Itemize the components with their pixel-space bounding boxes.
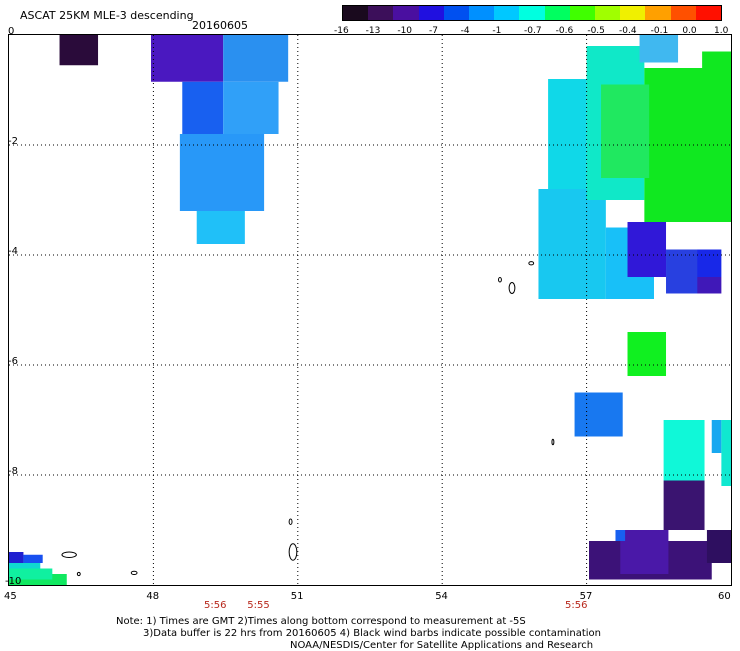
swath-cell [702, 51, 731, 71]
colorbar-segment [443, 6, 470, 20]
swath-cell [538, 189, 606, 299]
x-tick-label: 60 [718, 591, 731, 602]
swath-cell [223, 81, 279, 134]
coastline-outline [528, 261, 535, 266]
x-tick-label: 45 [4, 591, 17, 602]
map-canvas [9, 35, 731, 585]
colorbar-label: 0.0 [682, 26, 697, 36]
swath-cell [697, 249, 722, 277]
colorbar-segment [670, 6, 696, 20]
swath-cell [620, 530, 669, 574]
swath-cell [574, 392, 623, 437]
colorbar [342, 5, 722, 21]
colorbar-segment [645, 6, 671, 20]
colorbar-label: -0.7 [524, 26, 542, 36]
swath-cell [706, 530, 731, 563]
colorbar-label: -1 [492, 26, 502, 36]
coastline-outline [508, 282, 516, 294]
y-tick-label: -8 [8, 466, 18, 477]
colorbar-segment [595, 6, 621, 20]
colorbar-segment [544, 6, 570, 20]
swath-cell [601, 84, 650, 178]
time-label: 5:55 [247, 600, 270, 611]
y-tick-label: -6 [8, 356, 18, 367]
swath-cell [150, 35, 224, 82]
colorbar-segment [569, 6, 596, 20]
colorbar-label: -0.4 [619, 26, 637, 36]
time-label: 5:56 [564, 600, 588, 611]
swath-cell [223, 35, 289, 82]
coastline-outline [130, 570, 138, 576]
time-label: 5:56 [203, 600, 227, 611]
colorbar-segment [368, 6, 394, 20]
coastline-outline [76, 571, 81, 577]
y-tick-label: -2 [8, 136, 18, 147]
swath-cell [627, 222, 667, 277]
colorbar-label: -10 [397, 26, 413, 36]
colorbar-label: -0.5 [587, 26, 605, 36]
note-line-1: Note: 1) Times are GMT 2)Times along bot… [116, 616, 526, 627]
map-date: 20160605 [192, 19, 248, 32]
colorbar-label: -0.6 [555, 26, 574, 36]
colorbar-label: -16 [334, 26, 349, 36]
swath-cell [182, 81, 224, 134]
swath-cell [663, 480, 705, 530]
colorbar-segment [620, 6, 646, 20]
swath-cell [9, 552, 24, 563]
swath-cell [697, 277, 722, 294]
swath-cell [59, 35, 99, 66]
swath-cell [663, 420, 705, 481]
coastline-outline [288, 518, 293, 525]
swath-cell [639, 35, 679, 63]
colorbar-segment [695, 6, 722, 20]
note-line-2: 3)Data buffer is 22 hrs from 20160605 4)… [143, 628, 601, 639]
colorbar-segment [494, 6, 520, 20]
colorbar-segment [343, 6, 369, 20]
y-tick-label: -10 [5, 576, 22, 587]
y-tick-label: -4 [8, 246, 18, 257]
note-line-3: NOAA/NESDIS/Center for Satellite Applica… [290, 640, 594, 651]
swath-cell [196, 211, 245, 244]
swath-cell [548, 79, 587, 200]
coastline-outline [61, 551, 77, 558]
swath-cell [721, 420, 731, 486]
map-title: ASCAT 25KM MLE-3 descending [20, 9, 194, 22]
swath-cell [9, 568, 53, 580]
colorbar-label: -4 [460, 26, 470, 36]
colorbar-label: -13 [365, 26, 381, 36]
x-tick-label: 54 [435, 591, 448, 602]
coastline-outline [551, 438, 555, 446]
map-plot-area [8, 34, 732, 586]
swath-cell [644, 68, 731, 222]
y-tick-label: 0 [8, 26, 15, 37]
swath-cell [627, 332, 667, 376]
swath-cell [23, 554, 43, 563]
colorbar-segment [519, 6, 545, 20]
x-tick-label: 48 [146, 591, 160, 602]
colorbar-segment [469, 6, 495, 20]
swath-cell [179, 134, 265, 211]
coastline-outline [498, 277, 502, 283]
colorbar-segment [393, 6, 419, 20]
swath-cell [615, 530, 626, 541]
colorbar-label: -0.1 [650, 26, 669, 36]
colorbar-label: -7 [429, 26, 438, 36]
colorbar-segment [418, 6, 444, 20]
x-tick-label: 57 [579, 591, 593, 602]
swath-cell [711, 420, 722, 453]
colorbar-label: 1.0 [714, 26, 729, 36]
x-tick-label: 51 [290, 591, 304, 602]
coastline-outline [288, 543, 298, 561]
